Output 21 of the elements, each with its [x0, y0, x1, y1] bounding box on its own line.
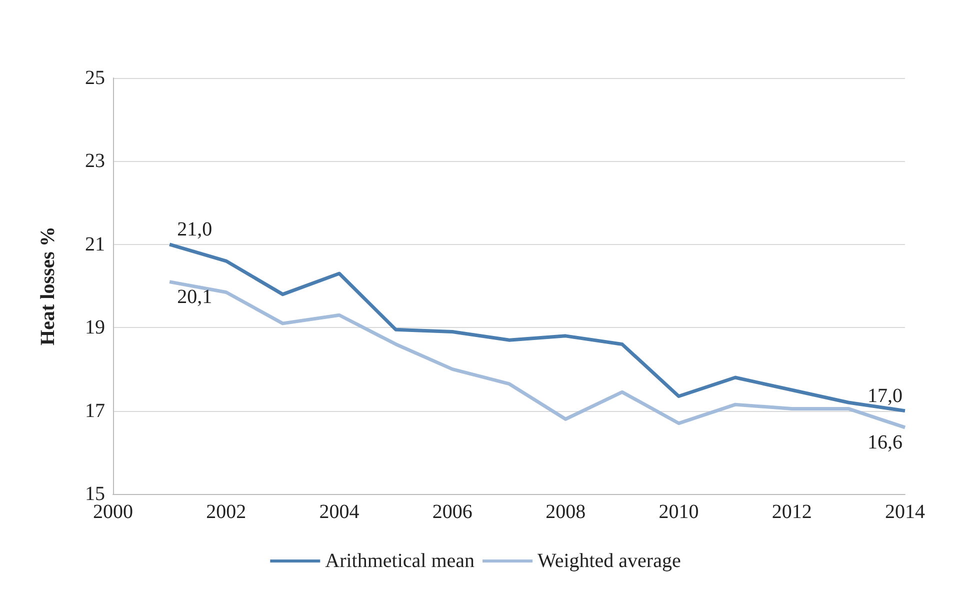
y-tick-label: 25	[85, 67, 105, 89]
legend-label: Arithmetical mean	[325, 550, 475, 572]
x-tick-label: 2010	[658, 501, 699, 523]
x-tick-label: 2002	[206, 501, 246, 523]
y-tick-label: 23	[85, 150, 105, 172]
line-series	[168, 242, 907, 413]
data-label: 16,6	[868, 431, 902, 454]
y-tick-label: 17	[85, 400, 105, 422]
y-tick-label: 19	[85, 316, 105, 339]
y-tick-label: 21	[85, 233, 105, 256]
x-tick-label: 2004	[319, 501, 360, 523]
data-label: 20,1	[177, 286, 212, 308]
line-series	[168, 280, 907, 430]
y-axis-title: Heat losses %	[37, 226, 59, 346]
data-label: 21,0	[177, 218, 212, 240]
data-label: 17,0	[868, 384, 902, 407]
legend-label: Weighted average	[538, 550, 681, 572]
x-tick-label: 2014	[885, 501, 925, 523]
x-tick-label: 2008	[546, 501, 586, 523]
x-tick-label: 2012	[772, 501, 812, 523]
x-tick-label: 2006	[432, 501, 472, 523]
